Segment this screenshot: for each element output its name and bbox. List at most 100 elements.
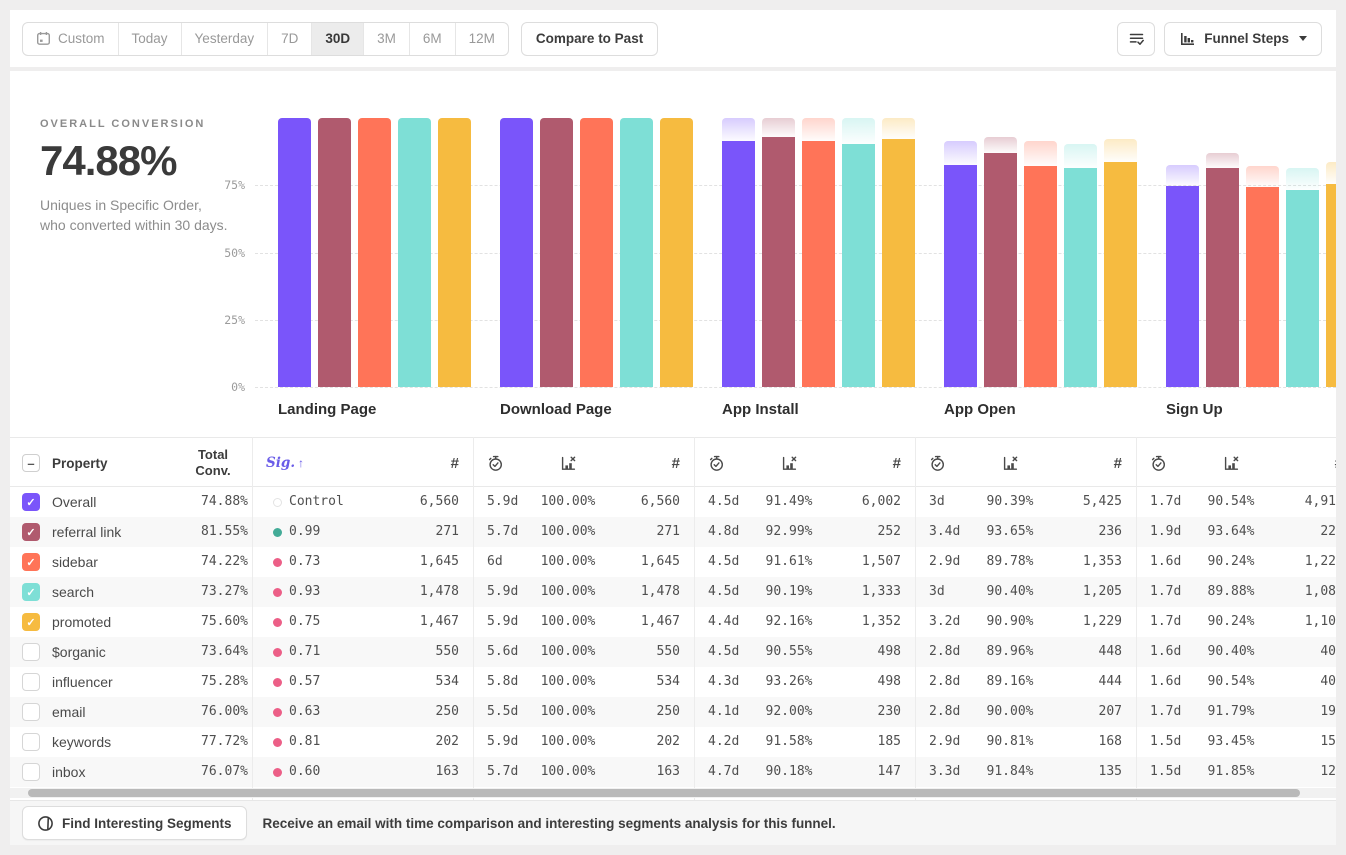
funnel-bar[interactable] — [318, 118, 351, 387]
row-checkbox[interactable] — [22, 673, 40, 691]
step-count: 534 — [656, 674, 680, 689]
total-conversion-column-header[interactable]: Total Conv. — [195, 447, 231, 478]
select-all-checkbox[interactable]: – — [22, 454, 40, 472]
row-checkbox[interactable] — [22, 703, 40, 721]
step-count: 1,478 — [419, 584, 459, 599]
property-name: influencer — [52, 674, 113, 690]
funnel-bar[interactable] — [398, 118, 431, 387]
avg-time-column-header[interactable] — [1150, 438, 1170, 488]
step-count: 534 — [435, 674, 459, 689]
column-group-separator — [1136, 437, 1137, 845]
funnel-bar[interactable] — [842, 144, 875, 387]
step-count: 1,645 — [640, 554, 680, 569]
avg-time-value: 3.2d — [929, 614, 961, 629]
step-count: 19 — [1320, 704, 1336, 719]
significance-value: 0.63 — [289, 704, 321, 719]
segments-circle-icon — [37, 815, 54, 832]
count-column-header[interactable]: # — [671, 454, 680, 472]
row-checkbox[interactable]: ✓ — [22, 493, 40, 511]
conversion-rate-value: 92.16% — [765, 614, 813, 629]
row-checkbox[interactable] — [22, 643, 40, 661]
funnel-bar[interactable] — [620, 118, 653, 387]
funnel-bar[interactable] — [1206, 167, 1239, 387]
conversion-rate-column-header[interactable] — [977, 438, 1043, 488]
funnel-bar[interactable] — [500, 118, 533, 387]
summary-description: Uniques in Specific Order, who converted… — [40, 197, 228, 233]
row-checkbox[interactable]: ✓ — [22, 613, 40, 631]
horizontal-scrollbar-track[interactable] — [10, 788, 1336, 798]
step-count: 15 — [1320, 734, 1336, 749]
conversion-rate-column-header[interactable] — [1198, 438, 1264, 488]
funnel-step-label: App Open — [944, 401, 1016, 418]
count-column-header[interactable]: # — [1236, 438, 1336, 488]
funnel-bar[interactable] — [882, 139, 915, 387]
funnel-bar[interactable] — [944, 164, 977, 387]
date-range-7d[interactable]: 7D — [268, 22, 313, 55]
funnel-bar[interactable] — [540, 118, 573, 387]
funnel-bar[interactable] — [278, 118, 311, 387]
find-interesting-segments-button[interactable]: Find Interesting Segments — [22, 806, 247, 840]
significance-value: 0.73 — [289, 554, 321, 569]
funnel-bar[interactable] — [1166, 185, 1199, 387]
date-range-30d[interactable]: 30D — [312, 22, 365, 55]
conversion-rate-value: 100.00% — [540, 494, 596, 509]
conversion-rate-column-header[interactable] — [756, 438, 822, 488]
avg-time-column-header[interactable] — [708, 438, 728, 488]
funnel-bar[interactable] — [1246, 187, 1279, 387]
row-checkbox[interactable] — [22, 733, 40, 751]
date-range-today[interactable]: Today — [119, 22, 182, 55]
funnel-bar[interactable] — [722, 140, 755, 387]
avg-time-column-header[interactable] — [487, 438, 507, 488]
date-range-custom[interactable]: Custom — [23, 22, 119, 55]
funnel-bar[interactable] — [1104, 161, 1137, 387]
date-range-6m[interactable]: 6M — [410, 22, 456, 55]
funnel-bar[interactable] — [358, 118, 391, 387]
avg-time-value: 4.5d — [708, 584, 740, 599]
step-count: 1,352 — [861, 614, 901, 629]
row-checkbox[interactable]: ✓ — [22, 583, 40, 601]
funnel-step-label: App Install — [722, 401, 799, 418]
row-checkbox[interactable]: ✓ — [22, 553, 40, 571]
significance-value: 0.75 — [289, 614, 321, 629]
significance-column-header-sorted-asc[interactable]: Sig. ↑ — [266, 455, 305, 471]
avg-time-value: 1.7d — [1150, 614, 1182, 629]
property-column-header[interactable]: Property — [52, 455, 108, 471]
table-row: ✓ promoted 75.60% 0.75 1,467 5.9d 100.00% 1,467… — [10, 607, 1336, 637]
funnel-bar[interactable] — [802, 140, 835, 387]
funnel-bar[interactable] — [1326, 183, 1336, 387]
date-range-3m[interactable]: 3M — [364, 22, 410, 55]
date-range-yesterday[interactable]: Yesterday — [182, 22, 269, 55]
conversion-rate-value: 93.45% — [1207, 734, 1255, 749]
date-range-label: Today — [131, 31, 168, 46]
significance-dot-positive — [273, 527, 282, 537]
funnel-bar[interactable] — [660, 118, 693, 387]
step-count: 250 — [656, 704, 680, 719]
table-row: influencer 75.28% 0.57 534 5.8d 100.00% 534 4.3… — [10, 667, 1336, 697]
count-column-header[interactable]: # — [1113, 454, 1122, 472]
count-column-header[interactable]: # — [450, 454, 459, 472]
date-range-12m[interactable]: 12M — [456, 23, 508, 55]
row-checkbox[interactable] — [22, 763, 40, 781]
horizontal-scrollbar-thumb[interactable] — [28, 789, 1300, 797]
funnel-bar[interactable] — [580, 118, 613, 387]
conversion-rate-value: 100.00% — [540, 704, 596, 719]
compare-to-past-button[interactable]: Compare to Past — [520, 21, 659, 56]
count-column-header[interactable]: # — [892, 454, 901, 472]
y-axis-tick-label: 25% — [224, 312, 245, 327]
funnel-bar[interactable] — [762, 136, 795, 387]
funnel-bar[interactable] — [984, 152, 1017, 387]
conversion-rate-value: 90.39% — [986, 494, 1034, 509]
step-count: 550 — [435, 644, 459, 659]
row-checkbox[interactable]: ✓ — [22, 523, 40, 541]
funnel-bar[interactable] — [1064, 167, 1097, 387]
funnel-bar[interactable] — [1024, 165, 1057, 387]
funnel-steps-dropdown[interactable]: Funnel Steps — [1164, 21, 1322, 56]
list-check-icon — [1128, 30, 1145, 47]
conversion-rate-column-header[interactable] — [535, 438, 601, 488]
avg-time-column-header[interactable] — [929, 438, 949, 488]
funnel-bar[interactable] — [438, 118, 471, 387]
funnel-bar[interactable] — [1286, 189, 1319, 387]
conversion-rate-value: 91.49% — [765, 494, 813, 509]
list-options-button[interactable] — [1117, 21, 1156, 56]
funnel-step-label: Landing Page — [278, 401, 377, 418]
